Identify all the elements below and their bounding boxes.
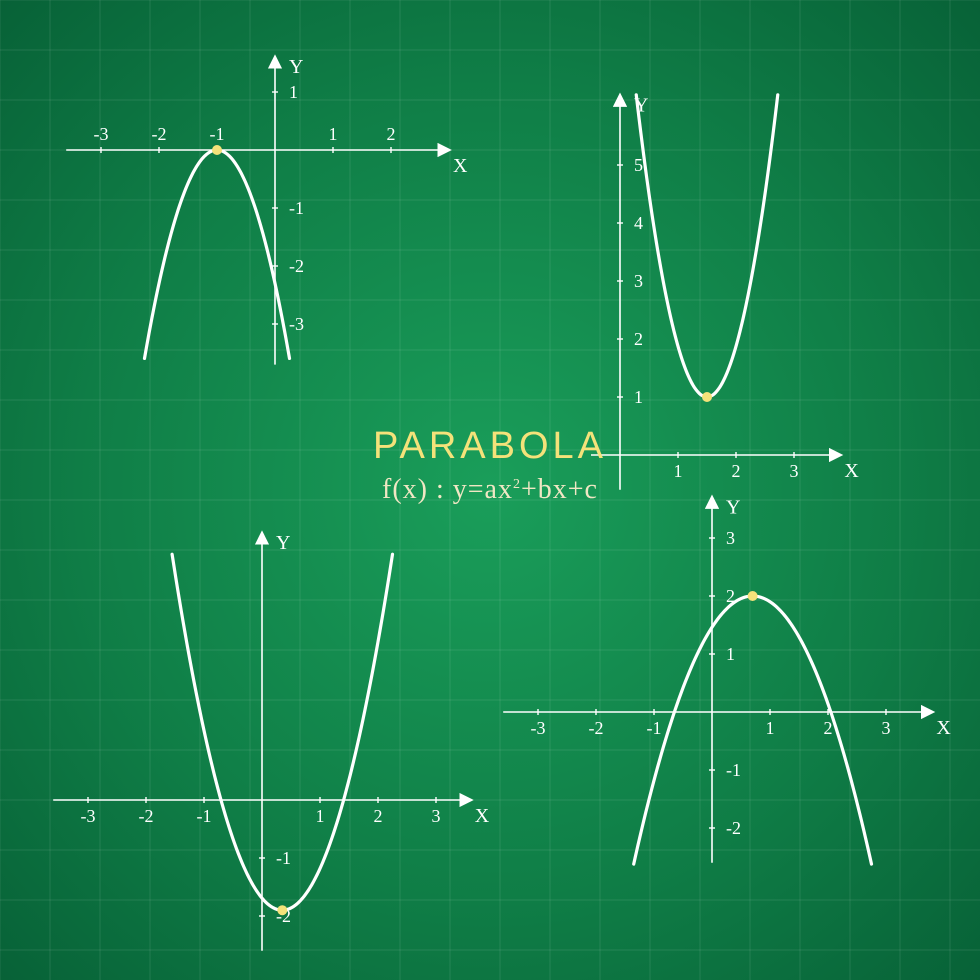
svg-text:2: 2 <box>634 329 643 349</box>
svg-text:-2: -2 <box>139 806 154 826</box>
svg-text:2: 2 <box>374 806 383 826</box>
chart-formula: f(x) : y=ax2+bx+c <box>373 474 607 506</box>
svg-text:-3: -3 <box>94 124 109 144</box>
svg-text:4: 4 <box>634 213 643 233</box>
svg-text:5: 5 <box>634 155 643 175</box>
svg-text:-1: -1 <box>210 124 225 144</box>
svg-text:1: 1 <box>766 718 775 738</box>
svg-text:3: 3 <box>634 271 643 291</box>
svg-text:-3: -3 <box>289 314 304 334</box>
svg-text:-1: -1 <box>726 760 741 780</box>
svg-text:1: 1 <box>674 461 683 481</box>
svg-text:1: 1 <box>316 806 325 826</box>
svg-text:-3: -3 <box>531 718 546 738</box>
svg-text:-2: -2 <box>152 124 167 144</box>
svg-text:2: 2 <box>387 124 396 144</box>
svg-text:X: X <box>936 717 951 739</box>
svg-text:3: 3 <box>432 806 441 826</box>
chart-title: PARABOLA <box>373 425 607 468</box>
svg-text:2: 2 <box>824 718 833 738</box>
formula-body: : y=ax2+bx+c <box>428 474 598 505</box>
svg-text:-2: -2 <box>589 718 604 738</box>
svg-text:X: X <box>844 460 859 482</box>
svg-text:1: 1 <box>289 82 298 102</box>
svg-text:Y: Y <box>276 532 290 554</box>
svg-text:3: 3 <box>726 528 735 548</box>
svg-text:1: 1 <box>726 644 735 664</box>
title-block: PARABOLA f(x) : y=ax2+bx+c <box>373 425 607 506</box>
svg-text:-2: -2 <box>726 818 741 838</box>
svg-text:X: X <box>453 155 468 177</box>
svg-text:-1: -1 <box>289 198 304 218</box>
svg-text:1: 1 <box>634 387 643 407</box>
svg-text:-3: -3 <box>81 806 96 826</box>
svg-text:-1: -1 <box>276 848 291 868</box>
svg-text:X: X <box>475 805 490 827</box>
svg-text:-1: -1 <box>647 718 662 738</box>
svg-text:-1: -1 <box>197 806 212 826</box>
svg-text:3: 3 <box>882 718 891 738</box>
svg-text:2: 2 <box>732 461 741 481</box>
svg-text:Y: Y <box>726 496 740 518</box>
svg-text:3: 3 <box>790 461 799 481</box>
svg-text:1: 1 <box>329 124 338 144</box>
svg-text:-2: -2 <box>289 256 304 276</box>
svg-text:Y: Y <box>289 56 303 78</box>
formula-fx: f(x) <box>382 474 428 505</box>
